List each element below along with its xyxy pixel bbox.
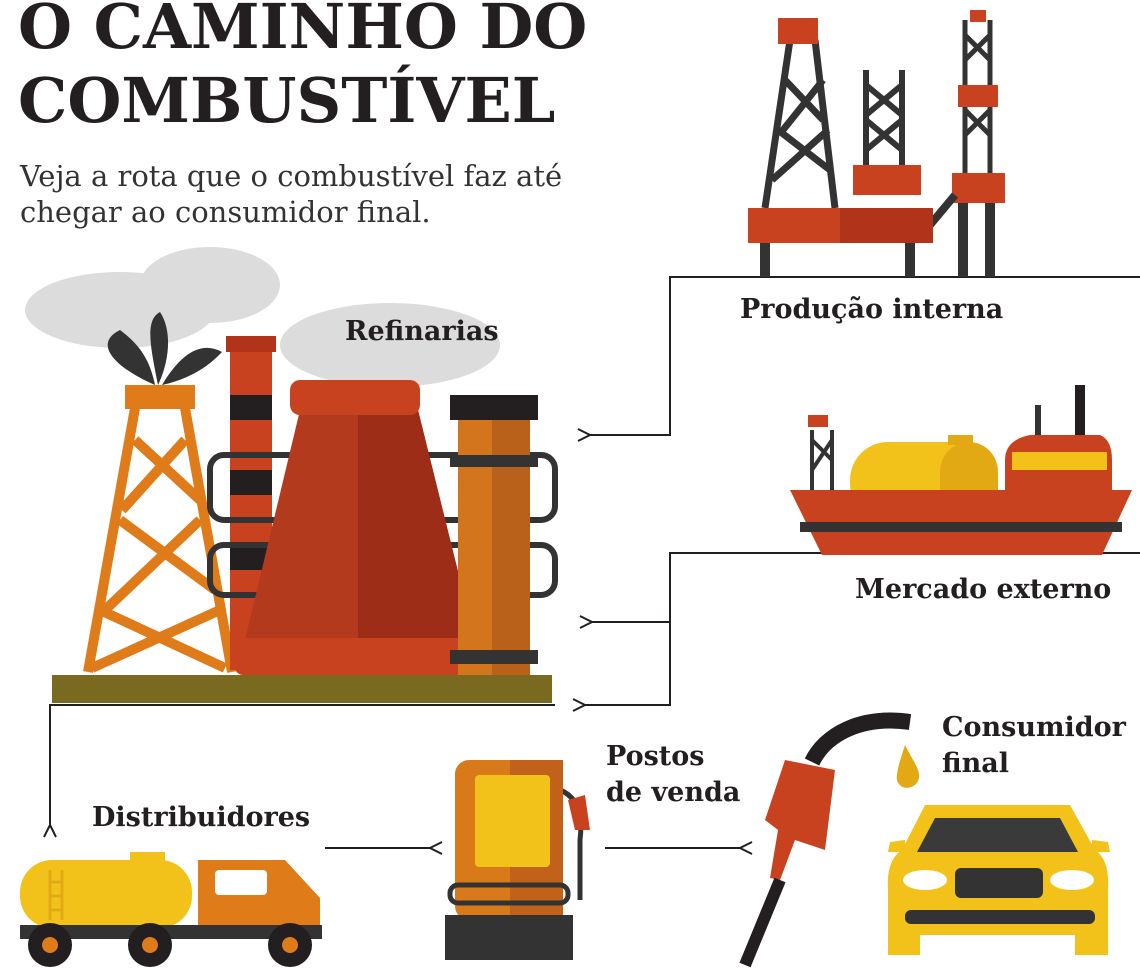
node-label: de venda	[606, 777, 740, 808]
oil-platform-part	[905, 240, 915, 277]
tanker-ship-part	[808, 415, 828, 427]
tanker-ship-part	[1075, 385, 1085, 440]
fuel-pump-part	[475, 775, 550, 867]
refinery-part	[83, 407, 237, 673]
tanker-ship-part	[1012, 452, 1107, 470]
refinery-part	[230, 395, 272, 420]
refinery	[25, 247, 558, 703]
refinery-part	[492, 400, 530, 675]
fuel-pump-part	[447, 882, 571, 906]
oil-platform-part	[778, 18, 818, 44]
refinery-part	[140, 247, 280, 323]
tank-truck-part	[282, 937, 298, 953]
oil-platform-part	[840, 208, 933, 243]
tanker-ship	[790, 385, 1132, 555]
refinery-part	[52, 675, 552, 703]
oil-platform-part	[760, 240, 770, 277]
fuel-pump-part	[568, 795, 590, 830]
fuel-pump	[445, 760, 590, 960]
oil-platform-part	[926, 192, 959, 228]
tank-truck-part	[142, 937, 158, 953]
oil-platform-part	[958, 200, 968, 277]
tank-truck	[20, 852, 322, 967]
subtitle-line: chegar ao consumidor final.	[20, 195, 431, 229]
refinery-part	[235, 638, 475, 675]
fuel-nozzle	[739, 712, 920, 968]
tanker-ship-part	[810, 430, 834, 490]
refinery-part	[226, 336, 276, 352]
tanker-ship-part	[948, 435, 973, 445]
oil-platform-part	[863, 70, 905, 170]
oil-platform-part	[970, 10, 986, 22]
title-line: O CAMINHO DO	[18, 0, 587, 63]
oil-platform-part	[985, 200, 995, 277]
refinery-part	[107, 312, 222, 385]
refinery-part	[230, 470, 272, 495]
tanker-ship-part	[1035, 405, 1041, 440]
car-part	[955, 868, 1043, 898]
tank-truck-part	[48, 870, 64, 920]
node-label: Produção interna	[740, 294, 1003, 325]
refinery-part	[290, 380, 420, 415]
fuel-pump-part	[445, 915, 573, 960]
fuel-nozzle-part	[765, 760, 835, 880]
tank-truck-part	[20, 860, 192, 928]
subtitle-line: Veja a rota que o combustível faz até	[19, 159, 562, 193]
refinery-part	[280, 303, 500, 387]
car-part	[917, 818, 1078, 852]
fuel-nozzle-part	[896, 745, 920, 788]
refinery-part	[125, 385, 195, 409]
node-label: Refinarias	[345, 316, 499, 347]
tank-truck-part	[42, 937, 58, 953]
refinery-part	[358, 410, 475, 640]
car-part	[1050, 870, 1094, 890]
car	[887, 805, 1110, 955]
fuel-nozzle-part	[804, 712, 912, 766]
oil-platform-part	[958, 85, 998, 107]
tank-truck-part	[215, 870, 267, 895]
node-label: Consumidor	[942, 712, 1127, 743]
flow-lines-part	[50, 704, 555, 825]
oil-platform-part	[853, 165, 921, 195]
tank-truck-part	[130, 852, 165, 862]
refinery-part	[450, 455, 538, 467]
tanker-ship-part	[800, 522, 1122, 532]
title-line: COMBUSTÍVEL	[18, 64, 555, 137]
refinery-part	[450, 395, 538, 420]
node-label: Mercado externo	[855, 574, 1111, 605]
oil-platform-part	[761, 39, 839, 209]
car-part	[905, 910, 1095, 924]
car-part	[903, 870, 947, 890]
tank-truck-part	[20, 925, 322, 939]
oil-platform	[748, 10, 1005, 277]
oil-platform-part	[952, 173, 1005, 203]
node-label: Distribuidores	[92, 802, 310, 833]
node-label: Postos	[606, 741, 704, 772]
refinery-part	[450, 650, 538, 664]
fuel-nozzle-part	[739, 877, 786, 968]
node-label: final	[942, 748, 1009, 779]
